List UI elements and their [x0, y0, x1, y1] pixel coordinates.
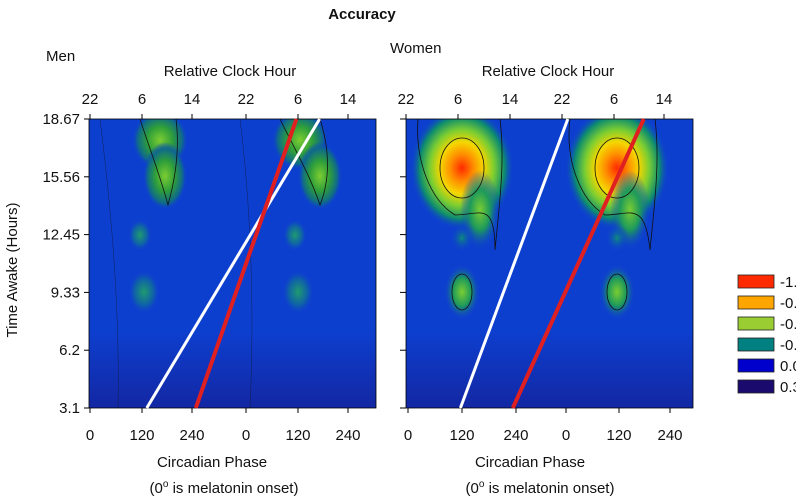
men-top-tick-label: 6 — [294, 91, 302, 108]
women-red-line — [510, 118, 646, 409]
men-top-tick-label: 22 — [238, 91, 255, 108]
y-tick-label: 6.2 — [59, 342, 80, 359]
legend-swatch — [737, 358, 775, 373]
legend-label: 0.0 — [780, 358, 796, 375]
women-top-tick-label: 22 — [554, 91, 571, 108]
women-x-sub-suffix: is melatonin onset) — [484, 480, 614, 497]
men-top-axis-label: Relative Clock Hour — [164, 63, 297, 80]
men-x-sub-suffix: is melatonin onset) — [168, 480, 298, 497]
y-tick-label: 9.33 — [51, 284, 80, 301]
panel-women-name: Women — [390, 40, 441, 57]
men-top-tick-label: 22 — [82, 91, 99, 108]
legend-label: -0.3 — [780, 337, 796, 354]
women-bottom-tick-label: 240 — [657, 427, 682, 444]
legend-swatch — [737, 316, 775, 331]
legend: -1.2 -0.9 -0.6 -0.3 0.0 0.3 — [737, 274, 796, 396]
women-top-axis-label: Relative Clock Hour — [482, 63, 615, 80]
legend-swatch — [737, 295, 775, 310]
men-bottom-tick-label: 120 — [285, 427, 310, 444]
y-tick-label: 12.45 — [42, 227, 80, 244]
men-red-line — [193, 118, 299, 409]
legend-label: 0.3 — [780, 379, 796, 396]
women-x-axis-label: Circadian Phase — [475, 454, 585, 471]
legend-swatch — [737, 379, 775, 394]
men-bottom-tick-label: 0 — [242, 427, 250, 444]
men-top-tick-label: 6 — [138, 91, 146, 108]
women-bottom-tick-label: 0 — [404, 427, 412, 444]
men-x-sub-prefix: (0 — [150, 480, 163, 497]
women-plot-frame — [405, 118, 694, 409]
axis-ticks — [84, 114, 671, 413]
women-bottom-tick-label: 120 — [449, 427, 474, 444]
men-top-tick-label: 14 — [184, 91, 201, 108]
women-x-sub-prefix: (0 — [466, 480, 479, 497]
women-top-tick-label: 6 — [610, 91, 618, 108]
men-bottom-tick-label: 0 — [86, 427, 94, 444]
women-x-axis-sublabel: (0o is melatonin onset) — [466, 479, 615, 497]
men-bottom-tick-label: 120 — [129, 427, 154, 444]
women-bottom-tick-label: 240 — [503, 427, 528, 444]
women-top-tick-label: 6 — [454, 91, 462, 108]
women-bottom-tick-label: 0 — [562, 427, 570, 444]
y-tick-label: 15.56 — [42, 169, 80, 186]
men-x-axis-sublabel: (0o is melatonin onset) — [150, 479, 299, 497]
women-heatmap — [406, 119, 693, 408]
legend-swatch — [737, 337, 775, 352]
men-x-axis-label: Circadian Phase — [157, 454, 267, 471]
women-white-line — [458, 118, 570, 409]
women-top-tick-label: 22 — [398, 91, 415, 108]
legend-label: -0.9 — [780, 295, 796, 312]
y-tick-label: 18.67 — [42, 111, 80, 128]
legend-label: -0.6 — [780, 316, 796, 333]
women-top-tick-label: 14 — [656, 91, 673, 108]
men-heatmap — [89, 119, 376, 408]
women-top-tick-label: 14 — [502, 91, 519, 108]
y-axis-label: Time Awake (Hours) — [4, 202, 21, 337]
men-bottom-tick-label: 240 — [179, 427, 204, 444]
legend-swatch — [737, 274, 775, 289]
men-white-line — [145, 118, 321, 409]
women-x-sub-sup: o — [479, 479, 485, 490]
legend-label: -1.2 — [780, 274, 796, 291]
diagonal-lines — [145, 118, 646, 409]
panel-men-name: Men — [46, 48, 75, 65]
y-tick-label: 3.1 — [59, 400, 80, 417]
women-bottom-tick-label: 120 — [606, 427, 631, 444]
men-bottom-tick-label: 240 — [335, 427, 360, 444]
men-plot-frame — [88, 118, 377, 409]
chart-title: Accuracy — [328, 6, 396, 23]
men-x-sub-sup: o — [163, 479, 169, 490]
men-top-tick-label: 14 — [340, 91, 357, 108]
